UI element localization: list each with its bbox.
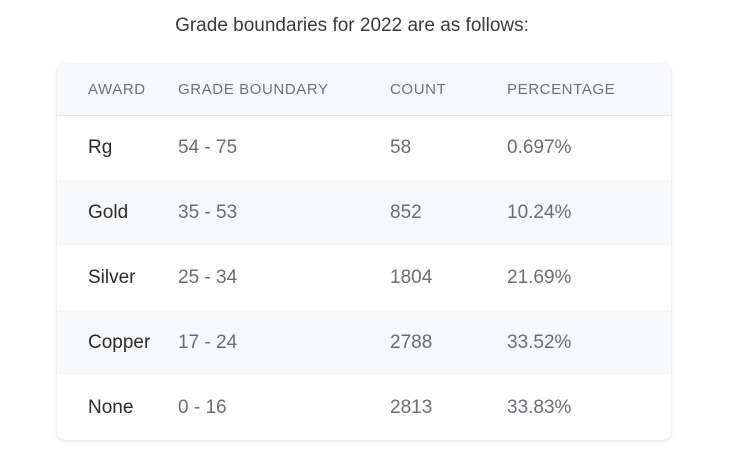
table-row: Copper 17 - 24 2788 33.52% — [57, 310, 671, 375]
column-header-grade-boundary: GRADE BOUNDARY — [178, 80, 329, 98]
grade-boundary-cell: 25 - 34 — [178, 266, 238, 288]
grade-boundary-cell: 54 - 75 — [178, 136, 238, 158]
column-header-award: AWARD — [88, 80, 146, 98]
table-row: Rg 54 - 75 58 0.697% — [57, 115, 671, 180]
grade-boundaries-table: AWARD GRADE BOUNDARY COUNT PERCENTAGE Rg… — [57, 64, 671, 440]
award-cell: Rg — [88, 136, 113, 158]
percentage-cell: 10.24% — [507, 201, 572, 223]
percentage-cell: 33.52% — [507, 331, 572, 353]
table-row: Gold 35 - 53 852 10.24% — [57, 180, 671, 245]
award-cell: Gold — [88, 201, 129, 223]
percentage-cell: 0.697% — [507, 136, 572, 158]
count-cell: 1804 — [390, 266, 433, 288]
count-cell: 2788 — [390, 331, 433, 353]
table-row: Silver 25 - 34 1804 21.69% — [57, 245, 671, 310]
grade-boundary-cell: 17 - 24 — [178, 331, 238, 353]
table-row: None 0 - 16 2813 33.83% — [57, 375, 671, 440]
table-header-row: AWARD GRADE BOUNDARY COUNT PERCENTAGE — [57, 64, 671, 115]
percentage-cell: 33.83% — [507, 396, 572, 418]
grade-boundary-cell: 35 - 53 — [178, 201, 238, 223]
intro-text: Grade boundaries for 2022 are as follows… — [175, 15, 529, 36]
award-cell: Silver — [88, 266, 136, 288]
grade-boundary-cell: 0 - 16 — [178, 396, 227, 418]
count-cell: 58 — [390, 136, 412, 158]
column-header-percentage: PERCENTAGE — [507, 80, 616, 98]
percentage-cell: 21.69% — [507, 266, 572, 288]
award-cell: None — [88, 396, 134, 418]
column-header-count: COUNT — [390, 80, 447, 98]
award-cell: Copper — [88, 331, 151, 353]
count-cell: 852 — [390, 201, 422, 223]
count-cell: 2813 — [390, 396, 433, 418]
